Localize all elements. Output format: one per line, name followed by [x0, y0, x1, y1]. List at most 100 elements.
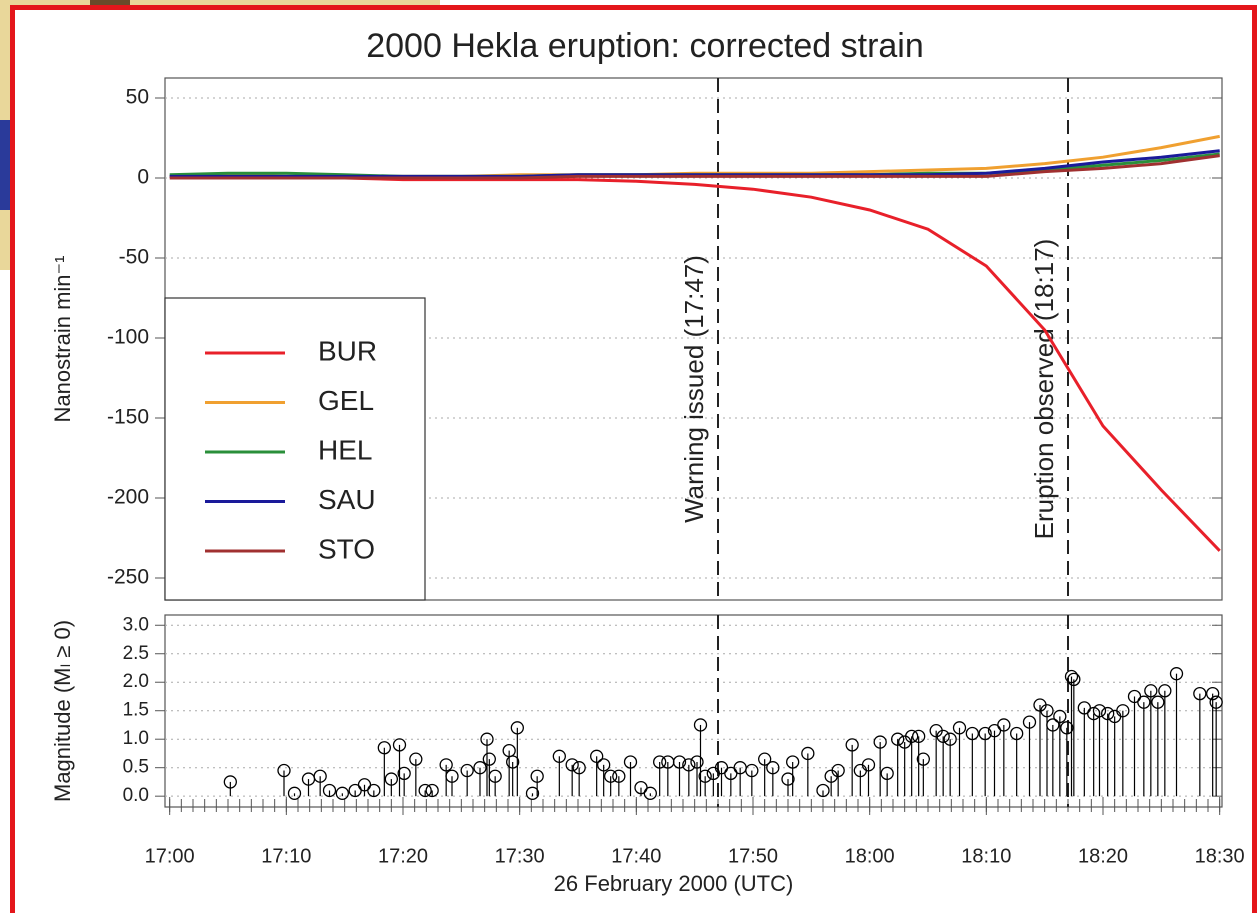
stem-head: [506, 755, 520, 769]
stem-head: [880, 766, 894, 781]
y-tick-label: 0.5: [123, 757, 149, 778]
stem-head: [287, 786, 302, 800]
stem-head: [367, 783, 381, 798]
stem-head: [1137, 695, 1151, 709]
stem-head: [831, 763, 845, 778]
x-tick-label: 17:10: [261, 845, 311, 867]
stem-head: [623, 755, 638, 769]
y-tick-label: 1.5: [123, 700, 149, 721]
x-tick-label: 18:20: [1078, 845, 1128, 867]
stem-head: [816, 783, 830, 798]
y-tick-label: 0.0: [123, 785, 149, 806]
stem-head: [698, 769, 712, 783]
stem-head: [530, 769, 544, 783]
stem-head: [565, 758, 579, 772]
x-tick-label: 18:10: [961, 845, 1011, 867]
stem-head: [653, 755, 667, 769]
stem-head: [409, 752, 423, 766]
stem-head: [766, 761, 780, 775]
x-tick-label: 18:00: [845, 845, 895, 867]
series-line: [169, 149, 1220, 178]
stem-head: [460, 763, 474, 778]
stem-head: [672, 755, 687, 769]
y-tick-label: -250: [107, 566, 149, 589]
stem-head: [745, 763, 759, 778]
stem-head: [1116, 704, 1130, 718]
stem-head: [690, 755, 704, 769]
background-image: [0, 120, 12, 210]
stem-head: [1067, 672, 1081, 687]
x-tick-label: 17:40: [611, 845, 661, 867]
y-axis-label: Magnitude (Mₗ ≥ 0): [50, 620, 75, 802]
y-tick-label: -50: [119, 246, 149, 269]
stem-head: [905, 729, 919, 744]
stem-head: [1193, 686, 1207, 701]
stem-head: [786, 755, 800, 769]
stem-head: [845, 738, 859, 752]
stem-head: [322, 783, 337, 798]
stem-head: [1151, 695, 1165, 709]
y-tick-label: -150: [107, 406, 149, 429]
stem-head: [510, 721, 524, 735]
y-tick-label: 0: [137, 166, 149, 189]
stem-head: [313, 769, 327, 783]
stem-head: [277, 763, 291, 778]
legend-label: BUR: [318, 335, 377, 366]
x-tick-label: 17:20: [378, 845, 428, 867]
stem-head: [1046, 718, 1060, 732]
stem-head: [604, 769, 618, 783]
stem-head: [682, 758, 696, 772]
event-label: Warning issued (17:47): [679, 255, 709, 523]
stem-head: [597, 758, 611, 772]
stem-head: [1022, 715, 1037, 729]
stem-head: [384, 772, 398, 786]
x-tick-label: 17:50: [728, 845, 778, 867]
stem-head: [997, 718, 1011, 732]
stem-head: [1144, 684, 1158, 698]
stem-head: [936, 729, 950, 744]
x-tick-label: 17:30: [495, 845, 545, 867]
legend-label: SAU: [318, 484, 376, 515]
stem-head: [912, 729, 926, 744]
legend-label: STO: [318, 533, 375, 564]
stem-head: [482, 752, 496, 766]
x-tick-label: 18:30: [1195, 845, 1245, 867]
stem-head: [223, 775, 237, 789]
stem-head: [335, 786, 349, 800]
stem-head: [1060, 721, 1074, 735]
stem-head: [861, 758, 876, 772]
stem-head: [552, 749, 566, 763]
y-tick-label: 1.0: [123, 728, 149, 749]
series-line: [169, 154, 1220, 180]
stem-head: [525, 786, 540, 800]
x-axis-label: 26 February 2000 (UTC): [554, 871, 794, 896]
stem-head: [425, 783, 439, 798]
stem-head: [943, 732, 957, 746]
stem-head: [1209, 695, 1223, 709]
chart-title: 2000 Hekla eruption: corrected strain: [366, 27, 924, 65]
legend-label: GEL: [318, 385, 374, 416]
stem-head: [1158, 684, 1172, 698]
stem-head: [1040, 704, 1054, 718]
stem-head: [488, 769, 502, 783]
stem-head: [965, 726, 979, 741]
y-tick-label: -200: [107, 486, 149, 509]
stem-head: [480, 732, 494, 746]
y-tick-label: 2.0: [123, 671, 149, 692]
legend-label: HEL: [318, 434, 372, 465]
legend: [164, 297, 426, 601]
stem-head: [445, 769, 459, 783]
stem-head: [572, 761, 586, 775]
stem-head: [418, 783, 432, 798]
stem-head: [1101, 706, 1115, 721]
y-axis-label: Nanostrain min⁻¹: [50, 256, 75, 423]
y-tick-label: 2.5: [123, 643, 149, 664]
stem-head: [377, 741, 391, 755]
stem-head: [1169, 667, 1184, 681]
stem-head: [781, 772, 795, 786]
stem-head: [758, 752, 772, 766]
y-tick-label: 3.0: [123, 614, 149, 635]
stem-head: [439, 758, 453, 772]
